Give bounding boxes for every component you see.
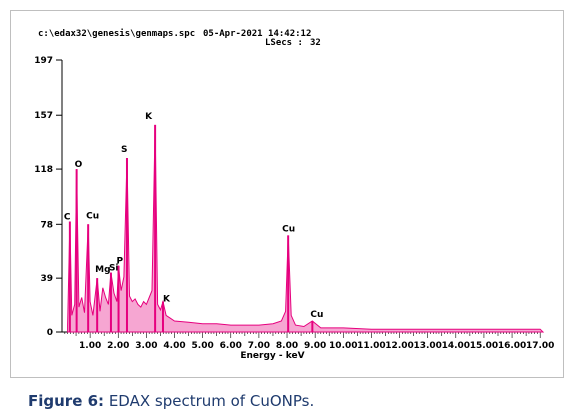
figure-caption-label: Figure 6:	[28, 392, 105, 410]
x-tick-label: 15.00	[470, 341, 498, 351]
peak-cu-label: Cu	[282, 224, 295, 234]
spectrum-series	[67, 124, 545, 333]
x-tick-label: 13.00	[413, 341, 441, 351]
x-tick-label: 16.00	[498, 341, 526, 351]
peak-p-label: P	[117, 257, 124, 267]
x-tick-label: 1.00	[79, 341, 101, 351]
x-tick-label: 9.00	[304, 341, 326, 351]
x-tick-label: 3.00	[135, 341, 157, 351]
y-tick-label: 118	[34, 165, 53, 175]
y-tick-label: 0	[47, 328, 53, 338]
x-tick-label: 5.00	[192, 341, 214, 351]
x-tick-label: 4.00	[163, 341, 185, 351]
y-tick-label: 157	[34, 111, 53, 121]
peak-k-label: K	[145, 112, 153, 122]
y-tick-label: 78	[40, 220, 53, 230]
peak-k-label: K	[163, 295, 171, 305]
x-axis-title: Energy - keV	[240, 351, 304, 361]
spectrum-frame	[10, 10, 564, 378]
y-tick-label: 197	[34, 56, 53, 66]
acquisition-datetime: 05-Apr-2021 14:42:12	[203, 29, 312, 39]
peak-c-label: C	[64, 213, 71, 223]
x-tick-label: 12.00	[385, 341, 413, 351]
y-tick-label: 39	[40, 274, 53, 284]
peak-o-label: O	[75, 160, 83, 170]
x-tick-label: 11.00	[357, 341, 385, 351]
x-tick-label: 7.00	[248, 341, 270, 351]
peak-mg-label: Mg	[95, 265, 110, 275]
x-tick-label: 2.00	[107, 341, 129, 351]
lsecs-value: 32	[310, 38, 321, 48]
x-tick-label: 17.00	[526, 341, 554, 351]
peak-si-label: Si	[109, 264, 119, 274]
peak-cu-label: Cu	[86, 211, 99, 221]
lsecs-label: LSecs :	[265, 38, 303, 48]
x-tick-label: 8.00	[276, 341, 298, 351]
peak-s-label: S	[121, 145, 127, 155]
peak-cu-label: Cu	[310, 310, 323, 320]
x-tick-label: 6.00	[220, 341, 242, 351]
x-tick-label: 10.00	[329, 341, 357, 351]
file-path: c:\edax32\genesis\genmaps.spc	[38, 29, 196, 39]
figure-caption: Figure 6: EDAX spectrum of CuONPs.	[28, 392, 314, 410]
x-tick-label: 14.00	[442, 341, 470, 351]
figure-caption-text: EDAX spectrum of CuONPs.	[104, 392, 315, 410]
